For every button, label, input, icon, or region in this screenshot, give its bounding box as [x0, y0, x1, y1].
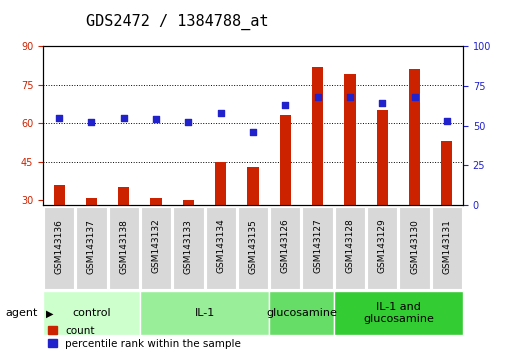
Bar [440, 141, 451, 205]
Bar [376, 110, 387, 205]
Text: glucosamine: glucosamine [266, 308, 336, 318]
Text: GSM143127: GSM143127 [313, 219, 322, 274]
Text: IL-1 and
glucosamine: IL-1 and glucosamine [362, 302, 433, 324]
Point [281, 102, 289, 108]
Point [410, 94, 418, 100]
Text: GSM143135: GSM143135 [248, 219, 257, 274]
Text: GDS2472 / 1384788_at: GDS2472 / 1384788_at [86, 14, 268, 30]
FancyBboxPatch shape [366, 207, 396, 289]
FancyBboxPatch shape [173, 207, 203, 289]
Point [345, 94, 353, 100]
Text: agent: agent [6, 308, 38, 318]
Text: GSM143129: GSM143129 [377, 219, 386, 274]
Bar [215, 162, 226, 205]
Point [152, 116, 160, 122]
Text: GSM143130: GSM143130 [409, 219, 418, 274]
Text: ▶: ▶ [45, 308, 53, 318]
FancyBboxPatch shape [398, 207, 429, 289]
Text: GSM143136: GSM143136 [55, 219, 64, 274]
FancyBboxPatch shape [302, 207, 332, 289]
FancyBboxPatch shape [140, 207, 171, 289]
Point [313, 94, 321, 100]
Text: GSM143138: GSM143138 [119, 219, 128, 274]
Text: GSM143134: GSM143134 [216, 219, 225, 274]
Bar [86, 198, 97, 205]
Text: GSM143132: GSM143132 [152, 219, 160, 274]
FancyBboxPatch shape [76, 207, 107, 289]
FancyBboxPatch shape [431, 207, 461, 289]
Point [442, 118, 450, 124]
Bar [54, 185, 65, 205]
FancyBboxPatch shape [44, 207, 74, 289]
FancyBboxPatch shape [140, 291, 269, 335]
Point [248, 129, 257, 135]
Point [87, 120, 95, 125]
FancyBboxPatch shape [270, 207, 300, 289]
Text: IL-1: IL-1 [194, 308, 214, 318]
Text: GSM143137: GSM143137 [87, 219, 96, 274]
Bar [408, 69, 419, 205]
FancyBboxPatch shape [43, 291, 140, 335]
FancyBboxPatch shape [237, 207, 268, 289]
FancyBboxPatch shape [269, 291, 333, 335]
Legend: count, percentile rank within the sample: count, percentile rank within the sample [48, 326, 240, 349]
FancyBboxPatch shape [333, 291, 462, 335]
Bar [343, 74, 355, 205]
Bar [279, 115, 290, 205]
Bar [182, 200, 193, 205]
Text: control: control [72, 308, 111, 318]
Point [120, 115, 128, 120]
Text: GSM143128: GSM143128 [345, 219, 354, 274]
Point [184, 120, 192, 125]
Text: GSM143126: GSM143126 [280, 219, 289, 274]
Bar [150, 198, 162, 205]
FancyBboxPatch shape [109, 207, 139, 289]
Point [377, 101, 385, 106]
FancyBboxPatch shape [334, 207, 365, 289]
Bar [118, 187, 129, 205]
Point [55, 115, 63, 120]
Bar [312, 67, 323, 205]
FancyBboxPatch shape [205, 207, 235, 289]
Point [216, 110, 224, 116]
Text: GSM143133: GSM143133 [183, 219, 192, 274]
Bar [247, 167, 258, 205]
Text: GSM143131: GSM143131 [441, 219, 450, 274]
